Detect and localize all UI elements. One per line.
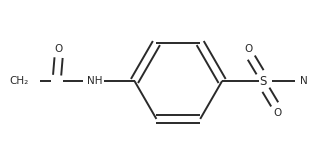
Text: O: O [244,44,252,54]
Text: NH: NH [87,76,103,86]
Text: CH₂: CH₂ [10,76,29,86]
Text: O: O [274,108,282,118]
Text: N: N [300,76,308,86]
Text: O: O [54,44,63,54]
Text: S: S [259,75,267,87]
